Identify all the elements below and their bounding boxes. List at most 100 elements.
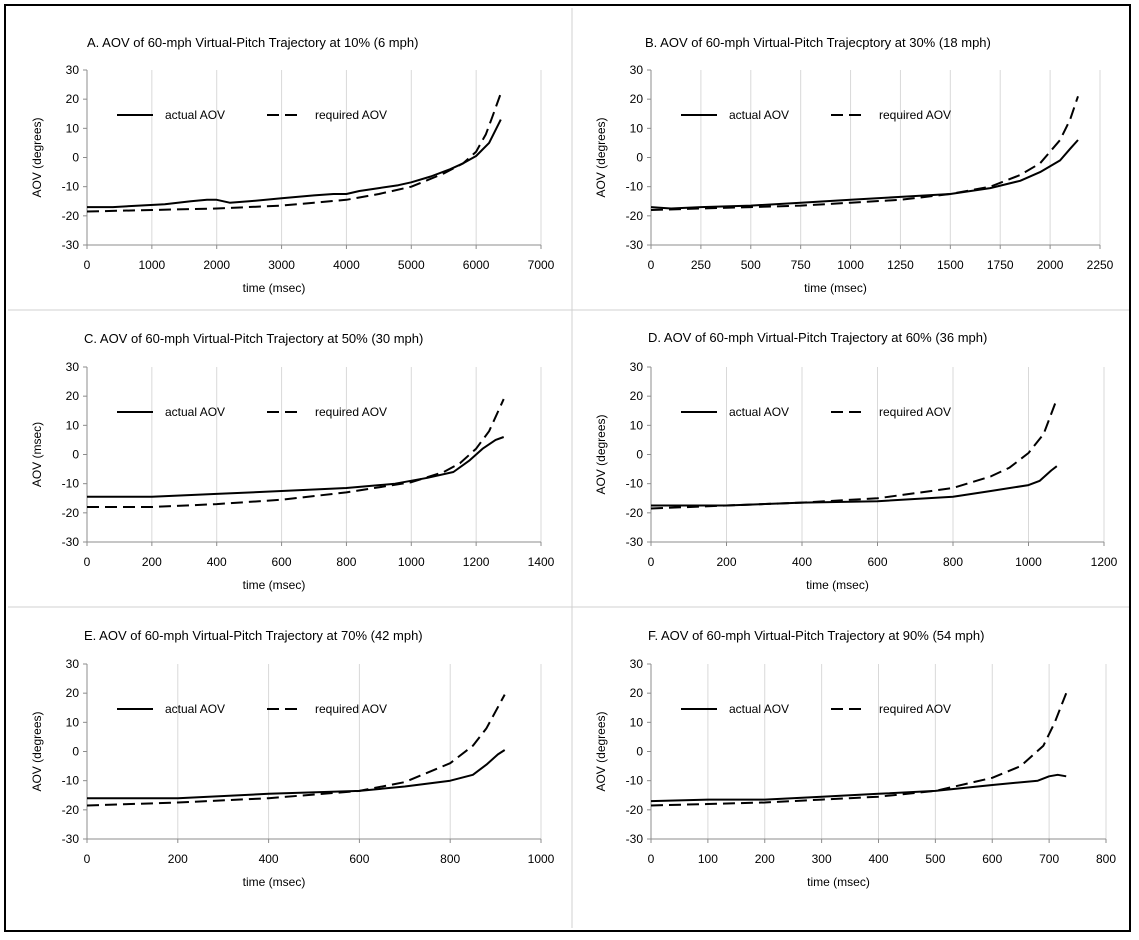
y-tick-label: -20 bbox=[626, 506, 644, 520]
x-tick-label: 200 bbox=[716, 555, 736, 569]
x-tick-label: 200 bbox=[142, 555, 162, 569]
x-tick-label: 400 bbox=[868, 852, 888, 866]
x-tick-label: 0 bbox=[648, 852, 655, 866]
x-tick-label: 500 bbox=[925, 852, 945, 866]
chart-title: E. AOV of 60-mph Virtual-Pitch Trajector… bbox=[84, 628, 423, 643]
y-tick-label: 0 bbox=[72, 151, 79, 165]
y-axis-label: AOV (degrees) bbox=[30, 711, 44, 791]
x-tick-label: 0 bbox=[84, 555, 91, 569]
y-tick-label: 0 bbox=[636, 448, 643, 462]
required-aov-line bbox=[86, 694, 506, 807]
x-tick-label: 3000 bbox=[268, 258, 295, 272]
y-tick-label: 20 bbox=[66, 389, 80, 403]
y-tick-label: 10 bbox=[630, 121, 644, 135]
x-tick-label: 1000 bbox=[1015, 555, 1042, 569]
chart-panel-d: D. AOV of 60-mph Virtual-Pitch Trajector… bbox=[594, 330, 1118, 592]
x-tick-label: 0 bbox=[84, 852, 91, 866]
y-tick-label: -10 bbox=[62, 180, 80, 194]
y-tick-label: 30 bbox=[630, 657, 644, 671]
y-tick-label: 0 bbox=[72, 448, 79, 462]
x-tick-label: 800 bbox=[943, 555, 963, 569]
legend-label: required AOV bbox=[315, 702, 387, 716]
x-tick-label: 300 bbox=[812, 852, 832, 866]
y-tick-label: -30 bbox=[62, 535, 80, 549]
y-tick-label: -10 bbox=[626, 180, 644, 194]
x-tick-label: 0 bbox=[648, 555, 655, 569]
x-tick-label: 0 bbox=[648, 258, 655, 272]
x-tick-label: 2000 bbox=[1037, 258, 1064, 272]
y-tick-label: 30 bbox=[630, 360, 644, 374]
y-tick-label: -20 bbox=[62, 209, 80, 223]
x-axis-label: time (msec) bbox=[806, 578, 869, 592]
x-tick-label: 600 bbox=[349, 852, 369, 866]
y-tick-label: 20 bbox=[630, 389, 644, 403]
x-tick-label: 1750 bbox=[987, 258, 1014, 272]
x-axis-label: time (msec) bbox=[243, 578, 306, 592]
x-tick-label: 5000 bbox=[398, 258, 425, 272]
chart-panel-a: A. AOV of 60-mph Virtual-Pitch Trajector… bbox=[30, 35, 555, 295]
x-axis-label: time (msec) bbox=[243, 875, 306, 889]
y-tick-label: -10 bbox=[626, 477, 644, 491]
y-tick-label: 0 bbox=[636, 745, 643, 759]
x-tick-label: 1000 bbox=[528, 852, 555, 866]
x-tick-label: 100 bbox=[698, 852, 718, 866]
chart-title: A. AOV of 60-mph Virtual-Pitch Trajector… bbox=[87, 35, 418, 50]
y-tick-label: 10 bbox=[66, 715, 80, 729]
y-tick-label: -10 bbox=[62, 774, 80, 788]
y-tick-label: 10 bbox=[66, 418, 80, 432]
y-tick-label: -20 bbox=[626, 803, 644, 817]
x-tick-label: 400 bbox=[259, 852, 279, 866]
legend-label: required AOV bbox=[315, 108, 387, 122]
y-tick-label: 10 bbox=[630, 715, 644, 729]
x-tick-label: 1200 bbox=[1091, 555, 1118, 569]
figure-frame bbox=[4, 4, 1131, 932]
x-tick-label: 800 bbox=[1096, 852, 1116, 866]
y-tick-label: 10 bbox=[630, 418, 644, 432]
x-tick-label: 600 bbox=[982, 852, 1002, 866]
y-axis-label: AOV (msec) bbox=[30, 422, 44, 487]
chart-title: B. AOV of 60-mph Virtual-Pitch Trajecpto… bbox=[645, 35, 991, 50]
y-tick-label: 0 bbox=[72, 745, 79, 759]
y-tick-label: -20 bbox=[62, 803, 80, 817]
x-axis-label: time (msec) bbox=[804, 281, 867, 295]
actual-aov-line bbox=[650, 139, 1079, 210]
y-tick-label: 20 bbox=[66, 92, 80, 106]
x-tick-label: 200 bbox=[755, 852, 775, 866]
required-aov-line bbox=[650, 95, 1079, 211]
legend-label: actual AOV bbox=[165, 108, 225, 122]
chart-title: C. AOV of 60-mph Virtual-Pitch Trajector… bbox=[84, 331, 423, 346]
legend-label: actual AOV bbox=[729, 405, 789, 419]
x-tick-label: 1000 bbox=[837, 258, 864, 272]
y-tick-label: 30 bbox=[66, 360, 80, 374]
y-axis-label: AOV (degrees) bbox=[594, 117, 608, 197]
y-tick-label: -20 bbox=[626, 209, 644, 223]
required-aov-line bbox=[650, 692, 1068, 807]
y-tick-label: -30 bbox=[626, 238, 644, 252]
y-tick-label: 20 bbox=[66, 686, 80, 700]
x-tick-label: 0 bbox=[84, 258, 91, 272]
legend-label: required AOV bbox=[879, 405, 951, 419]
x-tick-label: 800 bbox=[336, 555, 356, 569]
y-tick-label: 30 bbox=[630, 63, 644, 77]
x-tick-label: 1250 bbox=[887, 258, 914, 272]
y-tick-label: -10 bbox=[626, 774, 644, 788]
x-tick-label: 1400 bbox=[528, 555, 555, 569]
x-axis-label: time (msec) bbox=[807, 875, 870, 889]
y-tick-label: -10 bbox=[62, 477, 80, 491]
x-tick-label: 4000 bbox=[333, 258, 360, 272]
required-aov-line bbox=[87, 398, 505, 508]
x-tick-label: 400 bbox=[207, 555, 227, 569]
x-tick-label: 700 bbox=[1039, 852, 1059, 866]
y-axis-label: AOV (degrees) bbox=[30, 117, 44, 197]
legend-label: required AOV bbox=[315, 405, 387, 419]
x-tick-label: 2250 bbox=[1087, 258, 1114, 272]
x-tick-label: 1000 bbox=[139, 258, 166, 272]
y-tick-label: -30 bbox=[626, 535, 644, 549]
legend-label: actual AOV bbox=[165, 702, 225, 716]
legend-label: actual AOV bbox=[729, 108, 789, 122]
actual-aov-line bbox=[87, 119, 502, 209]
chart-panel-b: B. AOV of 60-mph Virtual-Pitch Trajecpto… bbox=[594, 35, 1114, 295]
x-tick-label: 1200 bbox=[463, 555, 490, 569]
required-aov-line bbox=[650, 398, 1058, 510]
